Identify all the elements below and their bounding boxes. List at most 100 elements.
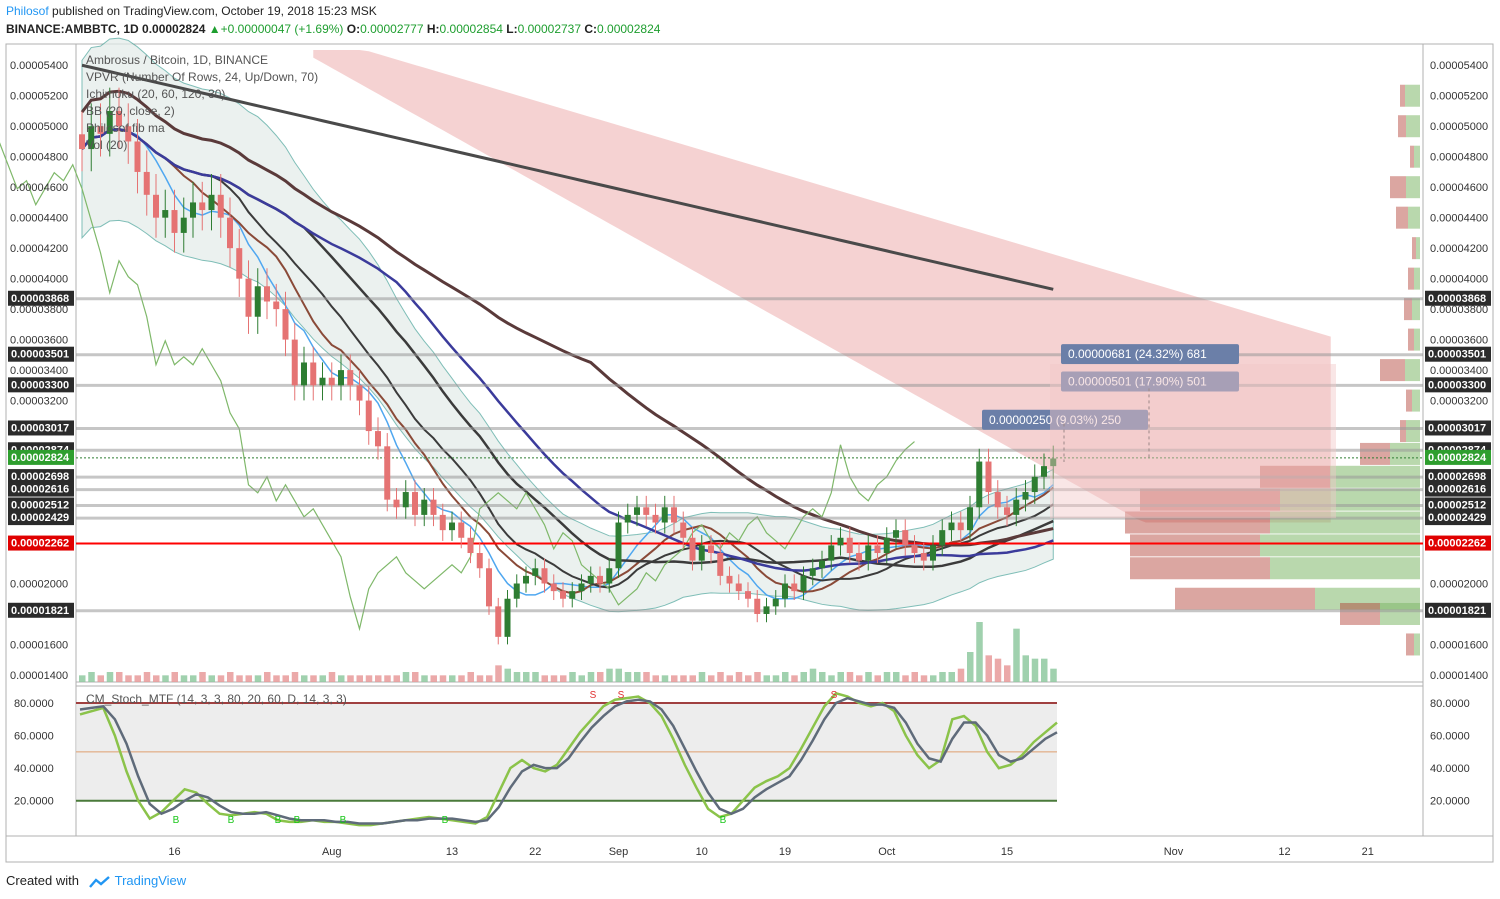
candle-body bbox=[282, 309, 289, 340]
candle-body bbox=[920, 553, 927, 561]
volume-bar bbox=[569, 672, 576, 682]
stoch-tick-left: 60.0000 bbox=[14, 731, 54, 743]
last-price: 0.00002824 bbox=[142, 22, 206, 36]
current-price-tag-right-text: 0.00002824 bbox=[1428, 452, 1487, 464]
volume-bar bbox=[199, 672, 206, 682]
stoch-tick-left: 80.0000 bbox=[14, 698, 54, 710]
price-tick-label-left: 0.00004600 bbox=[10, 182, 68, 194]
price-tick-label-left: 0.00001600 bbox=[10, 639, 68, 651]
volume-bar bbox=[624, 672, 632, 682]
volume-bar bbox=[948, 672, 955, 682]
candle-body bbox=[671, 507, 677, 523]
volume-bar bbox=[365, 675, 373, 682]
level-tag-right bbox=[1425, 510, 1491, 526]
price-tick-label-left: 0.00004800 bbox=[10, 152, 68, 164]
candle-body bbox=[772, 598, 779, 607]
candles bbox=[79, 87, 1057, 645]
candle-body bbox=[939, 530, 946, 546]
target-label-text: 0.00000250 (9.03%) 250 bbox=[989, 413, 1121, 427]
volume-bar bbox=[772, 675, 780, 682]
level-tag-left-text: 0.00002512 bbox=[11, 499, 69, 511]
high-label: H: bbox=[426, 22, 440, 36]
candle-body bbox=[217, 194, 224, 218]
right-axis[interactable] bbox=[1422, 43, 1494, 837]
candle-body bbox=[79, 134, 85, 150]
current-price-tag-left-text: 0.00002824 bbox=[11, 452, 70, 464]
symbol-info-line: BINANCE:AMBBTC, 1D 0.00002824 ▲+0.000000… bbox=[6, 22, 660, 36]
level-tag-left bbox=[8, 346, 74, 362]
level-tag-right bbox=[1425, 602, 1491, 618]
volume-bar bbox=[402, 672, 410, 682]
candle-body bbox=[153, 194, 159, 218]
vpvr-down-bar bbox=[1408, 328, 1414, 351]
candle-body bbox=[476, 553, 483, 569]
volume-bar bbox=[994, 658, 1002, 682]
volume-bar bbox=[985, 655, 992, 682]
time-tick-label: 21 bbox=[1362, 846, 1374, 858]
stoch-tick-right: 20.0000 bbox=[1430, 796, 1470, 808]
volume-bar bbox=[97, 675, 104, 682]
candle-body bbox=[504, 598, 511, 637]
candle-body bbox=[735, 583, 742, 592]
open-value: 0.00002777 bbox=[360, 22, 424, 36]
candle-body bbox=[689, 537, 696, 561]
legend-line-fib-ma: Philosof fib ma bbox=[86, 121, 165, 135]
candle-body bbox=[615, 522, 622, 569]
vpvr-up-bar bbox=[1405, 359, 1420, 382]
candle-body bbox=[162, 210, 169, 218]
candle-body bbox=[883, 537, 890, 554]
vpvr-up-bar bbox=[1412, 389, 1420, 412]
candle-body bbox=[208, 194, 215, 211]
level-tag-left bbox=[8, 481, 74, 497]
volume-bar bbox=[217, 675, 225, 682]
candle-body bbox=[106, 110, 113, 134]
level-tag-right-text: 0.00003017 bbox=[1428, 422, 1486, 434]
candle-body bbox=[791, 583, 798, 592]
sell-marker: S bbox=[618, 690, 625, 701]
level-tag-right-text: 0.00002616 bbox=[1428, 484, 1486, 496]
candle-body bbox=[652, 514, 659, 523]
vpvr-down-bar bbox=[1175, 587, 1315, 610]
volume-bar bbox=[153, 675, 160, 682]
level-tag-right bbox=[1425, 535, 1491, 551]
time-tick-label: Aug bbox=[322, 846, 342, 858]
level-tag-left-text: 0.00003300 bbox=[11, 379, 69, 391]
candle-body bbox=[301, 362, 307, 386]
tradingview-link[interactable]: TradingView bbox=[114, 873, 187, 888]
time-tick-label: Sep bbox=[609, 846, 629, 858]
buy-marker: B bbox=[340, 815, 347, 826]
candle-body bbox=[254, 286, 261, 317]
volume-bar bbox=[319, 675, 326, 682]
published-text: published on TradingView.com, October 19… bbox=[52, 4, 377, 18]
level-tag-left-text: 0.00002698 bbox=[11, 471, 69, 483]
price-tick-label-left: 0.00003600 bbox=[10, 335, 68, 347]
author-link[interactable]: Philosof bbox=[6, 4, 49, 18]
candle-body bbox=[578, 583, 585, 592]
time-axis[interactable] bbox=[5, 835, 1494, 863]
price-tick-label-right: 0.00002000 bbox=[1430, 578, 1488, 590]
time-tick-label: Nov bbox=[1164, 846, 1184, 858]
vpvr-up-bar bbox=[1414, 328, 1420, 351]
volume-bar bbox=[883, 672, 891, 682]
volume-bar bbox=[375, 675, 382, 682]
price-tick-label-right: 0.00005000 bbox=[1430, 121, 1488, 133]
volume-bar bbox=[652, 675, 659, 682]
candle-body bbox=[430, 499, 437, 515]
volume-bar bbox=[1050, 668, 1057, 682]
volume-bar bbox=[264, 672, 271, 682]
candle-body bbox=[846, 537, 853, 554]
volume-bar bbox=[939, 672, 946, 682]
price-tick-label-left: 0.00005400 bbox=[10, 60, 68, 72]
candle-body bbox=[143, 171, 150, 195]
stoch-tick-left: 40.0000 bbox=[14, 763, 54, 775]
volume-bar bbox=[1031, 658, 1039, 682]
volume-bar bbox=[708, 675, 715, 682]
level-tag-left-text: 0.00003868 bbox=[11, 293, 69, 305]
level-tag-right bbox=[1425, 420, 1491, 436]
vpvr-down-bar bbox=[1404, 298, 1412, 321]
candle-body bbox=[356, 385, 363, 401]
volume-bar bbox=[180, 675, 188, 682]
vpvr-down-bar bbox=[1408, 267, 1414, 290]
vpvr-up-bar bbox=[1390, 442, 1420, 465]
